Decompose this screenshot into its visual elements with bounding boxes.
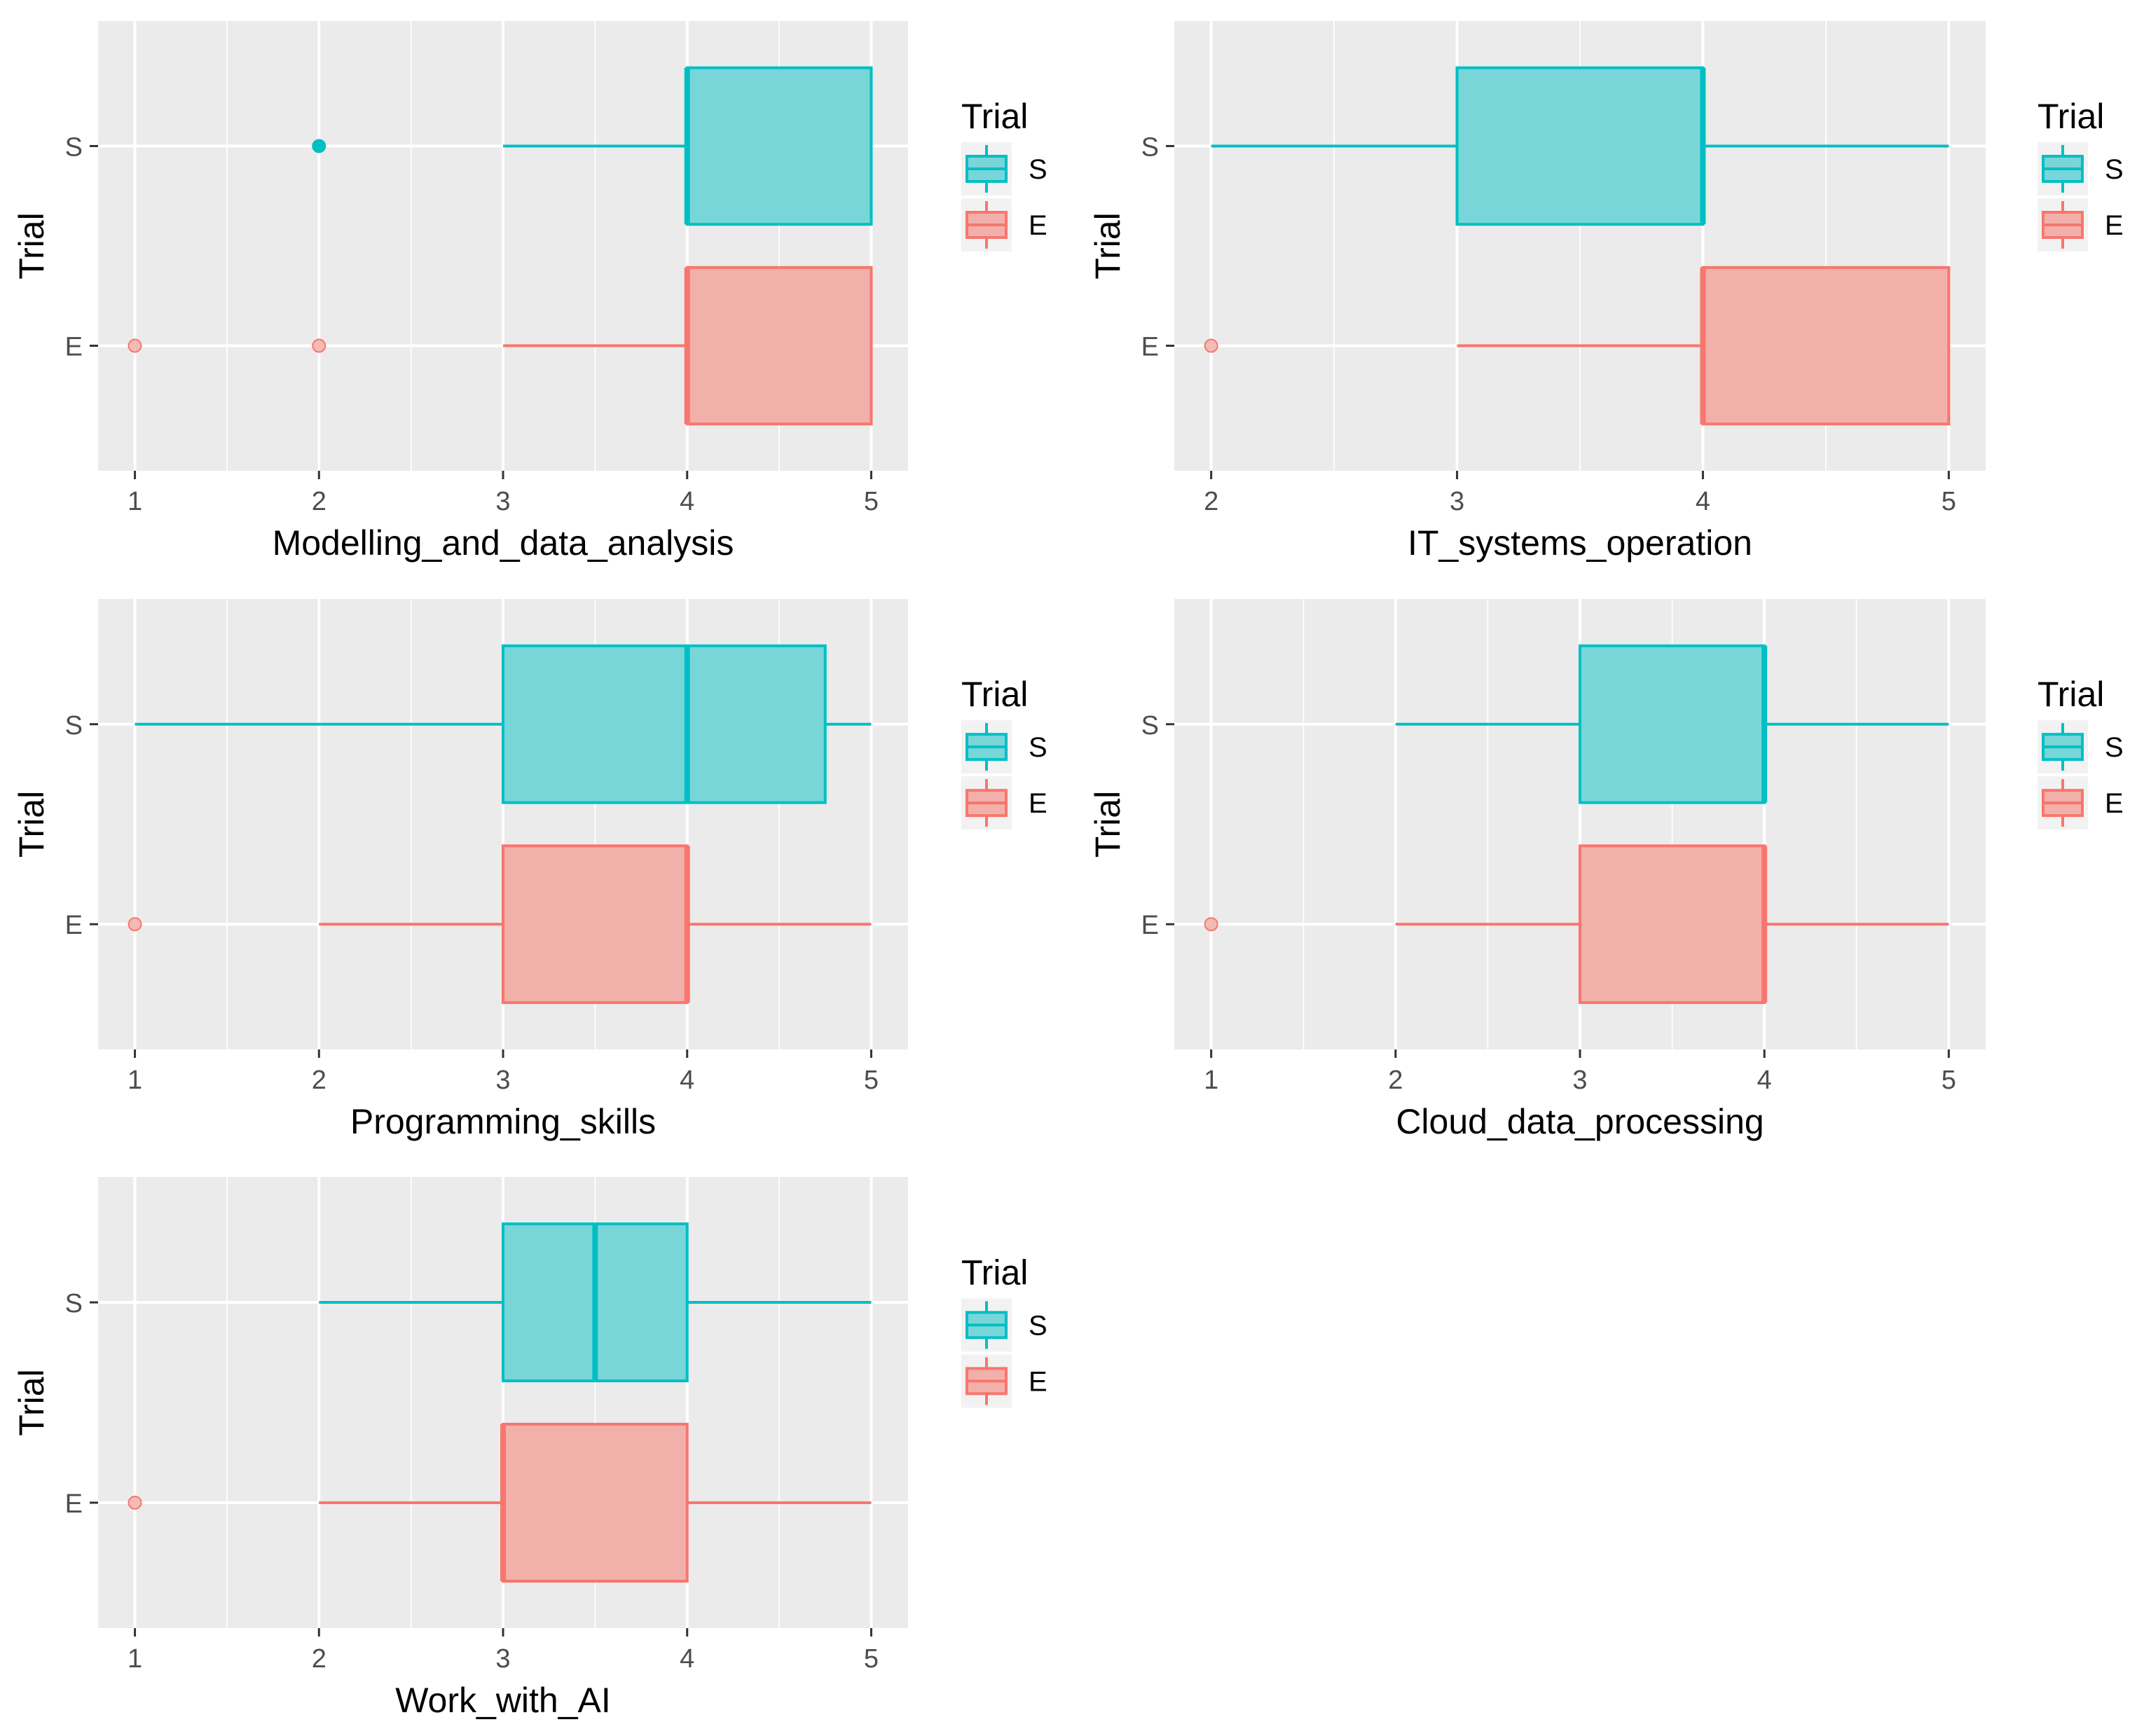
outlier-point-E bbox=[128, 338, 142, 353]
x-axis-title: IT_systems_operation bbox=[1408, 523, 1752, 563]
legend-label-S: S bbox=[1029, 1310, 1047, 1341]
x-tick-label: 2 bbox=[312, 487, 327, 516]
legend-label-S: S bbox=[1029, 732, 1047, 763]
x-tick-label: 4 bbox=[680, 1066, 694, 1095]
outlier-point-E bbox=[312, 338, 327, 353]
box-E bbox=[502, 1422, 689, 1583]
x-tick-label: 2 bbox=[312, 1644, 327, 1674]
y-axis-title: Trial bbox=[1088, 212, 1127, 279]
x-tick-label: 3 bbox=[1450, 487, 1464, 516]
x-tick-label: 2 bbox=[1204, 487, 1218, 516]
box-S bbox=[1455, 66, 1705, 226]
x-tick-label: 1 bbox=[128, 1644, 142, 1674]
box-E bbox=[685, 266, 873, 426]
x-tick-label: 5 bbox=[864, 487, 879, 516]
x-tick-label: 2 bbox=[1388, 1066, 1403, 1095]
x-tick-label: 5 bbox=[1942, 487, 1956, 516]
outlier-point-E bbox=[1204, 917, 1218, 932]
box-S bbox=[685, 66, 873, 226]
x-axis-title: Modelling_and_data_analysis bbox=[273, 523, 734, 563]
outlier-point-E bbox=[128, 917, 142, 932]
outlier-point-S bbox=[312, 139, 327, 153]
y-tick-label-S: S bbox=[1141, 132, 1159, 162]
box-E bbox=[1701, 266, 1951, 426]
legend-title: Trial bbox=[961, 675, 1028, 714]
legend-label-E: E bbox=[1029, 1366, 1047, 1397]
y-tick-label-E: E bbox=[1141, 333, 1159, 362]
y-tick-label-E: E bbox=[1141, 911, 1159, 940]
y-tick-label-E: E bbox=[65, 333, 83, 362]
box-S bbox=[1579, 644, 1766, 804]
legend-label-E: E bbox=[1029, 210, 1047, 241]
y-tick-label-S: S bbox=[65, 1289, 83, 1318]
legend-title: Trial bbox=[2038, 675, 2104, 714]
legend-title: Trial bbox=[961, 97, 1028, 136]
box-E bbox=[1579, 844, 1766, 1005]
x-tick-label: 1 bbox=[1204, 1066, 1218, 1095]
panel-3 bbox=[90, 599, 1012, 1058]
legend-label-E: E bbox=[2105, 210, 2124, 241]
x-tick-label: 1 bbox=[128, 487, 142, 516]
legend-label-S: S bbox=[2105, 732, 2124, 763]
x-tick-label: 1 bbox=[128, 1066, 142, 1095]
y-tick-label-S: S bbox=[1141, 711, 1159, 740]
panel-2 bbox=[1166, 21, 2088, 479]
y-axis-title: Trial bbox=[12, 791, 51, 857]
x-tick-label: 4 bbox=[680, 1644, 694, 1674]
y-axis-title: Trial bbox=[12, 212, 51, 279]
x-tick-label: 3 bbox=[495, 1644, 510, 1674]
y-tick-label-E: E bbox=[65, 1489, 83, 1519]
x-tick-label: 4 bbox=[680, 487, 694, 516]
y-tick-label-S: S bbox=[65, 711, 83, 740]
x-tick-label: 3 bbox=[495, 487, 510, 516]
y-tick-label-S: S bbox=[65, 132, 83, 162]
x-tick-label: 3 bbox=[1572, 1066, 1587, 1095]
x-tick-label: 3 bbox=[495, 1066, 510, 1095]
legend-label-S: S bbox=[1029, 154, 1047, 185]
legend-title: Trial bbox=[961, 1253, 1028, 1292]
x-tick-label: 5 bbox=[864, 1066, 879, 1095]
x-tick-label: 4 bbox=[1696, 487, 1710, 516]
box-S bbox=[502, 644, 827, 804]
panel-5 bbox=[90, 1177, 1012, 1637]
legend-label-E: E bbox=[1029, 788, 1047, 819]
y-axis-title: Trial bbox=[1088, 791, 1127, 857]
panel-1 bbox=[90, 21, 1012, 479]
legend-title: Trial bbox=[2038, 97, 2104, 136]
x-tick-label: 5 bbox=[1942, 1066, 1956, 1095]
y-tick-label-E: E bbox=[65, 911, 83, 940]
legend-label-E: E bbox=[2105, 788, 2124, 819]
x-axis-title: Work_with_AI bbox=[395, 1681, 611, 1720]
x-tick-label: 2 bbox=[312, 1066, 327, 1095]
box-E bbox=[502, 844, 689, 1005]
legend-label-S: S bbox=[2105, 154, 2124, 185]
y-axis-title: Trial bbox=[12, 1369, 51, 1435]
x-tick-label: 4 bbox=[1757, 1066, 1772, 1095]
x-axis-title: Programming_skills bbox=[350, 1102, 656, 1141]
x-axis-title: Cloud_data_processing bbox=[1396, 1102, 1764, 1141]
x-tick-label: 5 bbox=[864, 1644, 879, 1674]
outlier-point-E bbox=[1204, 338, 1218, 353]
panel-4 bbox=[1166, 599, 2088, 1058]
outlier-point-E bbox=[128, 1495, 142, 1510]
